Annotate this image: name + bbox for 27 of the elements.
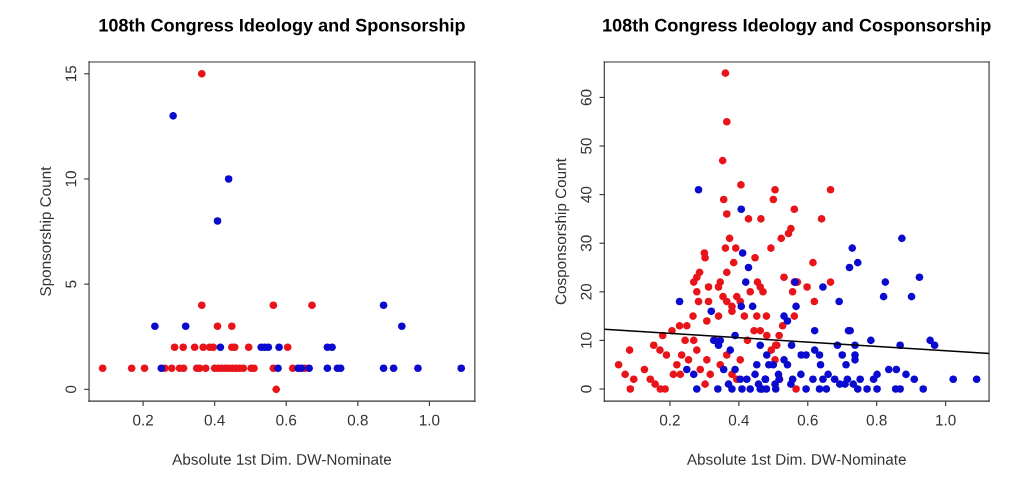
x-tick-label: 0.8 xyxy=(866,414,887,426)
x-tick-label: 0.6 xyxy=(797,414,818,426)
y-tick-label: 40 xyxy=(580,186,592,203)
x-axis-title: Absolute 1st Dim. DW-Nominate xyxy=(172,453,392,465)
y-tick-label: 60 xyxy=(580,89,592,106)
x-axis-title: Absolute 1st Dim. DW-Nominate xyxy=(686,453,906,465)
chart-title: 108th Congress Ideology and Cosponsorship xyxy=(603,18,991,36)
chart-title: 108th Congress Ideology and Sponsorship xyxy=(99,18,465,36)
x-tick-label: 0.2 xyxy=(659,414,680,426)
y-tick-label: 5 xyxy=(65,280,77,288)
x-tick-label: 1.0 xyxy=(419,414,440,426)
y-axis-title: Sponsorship Count xyxy=(39,166,54,296)
x-tick-label: 0.4 xyxy=(204,414,225,426)
x-tick-label: 0.6 xyxy=(276,414,297,426)
x-tick-label: 0.4 xyxy=(728,414,750,426)
y-tick-label: 30 xyxy=(580,235,592,252)
y-tick-label: 15 xyxy=(65,65,77,82)
y-tick-label: 50 xyxy=(580,138,592,154)
y-tick-label: 20 xyxy=(580,283,592,300)
x-tick-label: 1.0 xyxy=(936,414,956,426)
y-tick-label: 10 xyxy=(65,171,77,187)
y-tick-label: 0 xyxy=(580,385,592,393)
y-tick-label: 0 xyxy=(65,385,77,393)
x-tick-label: 0.8 xyxy=(347,414,368,426)
y-axis-title: Cosponsorship Count xyxy=(555,158,570,305)
x-tick-label: 0.2 xyxy=(133,414,153,426)
y-tick-label: 10 xyxy=(580,332,592,348)
